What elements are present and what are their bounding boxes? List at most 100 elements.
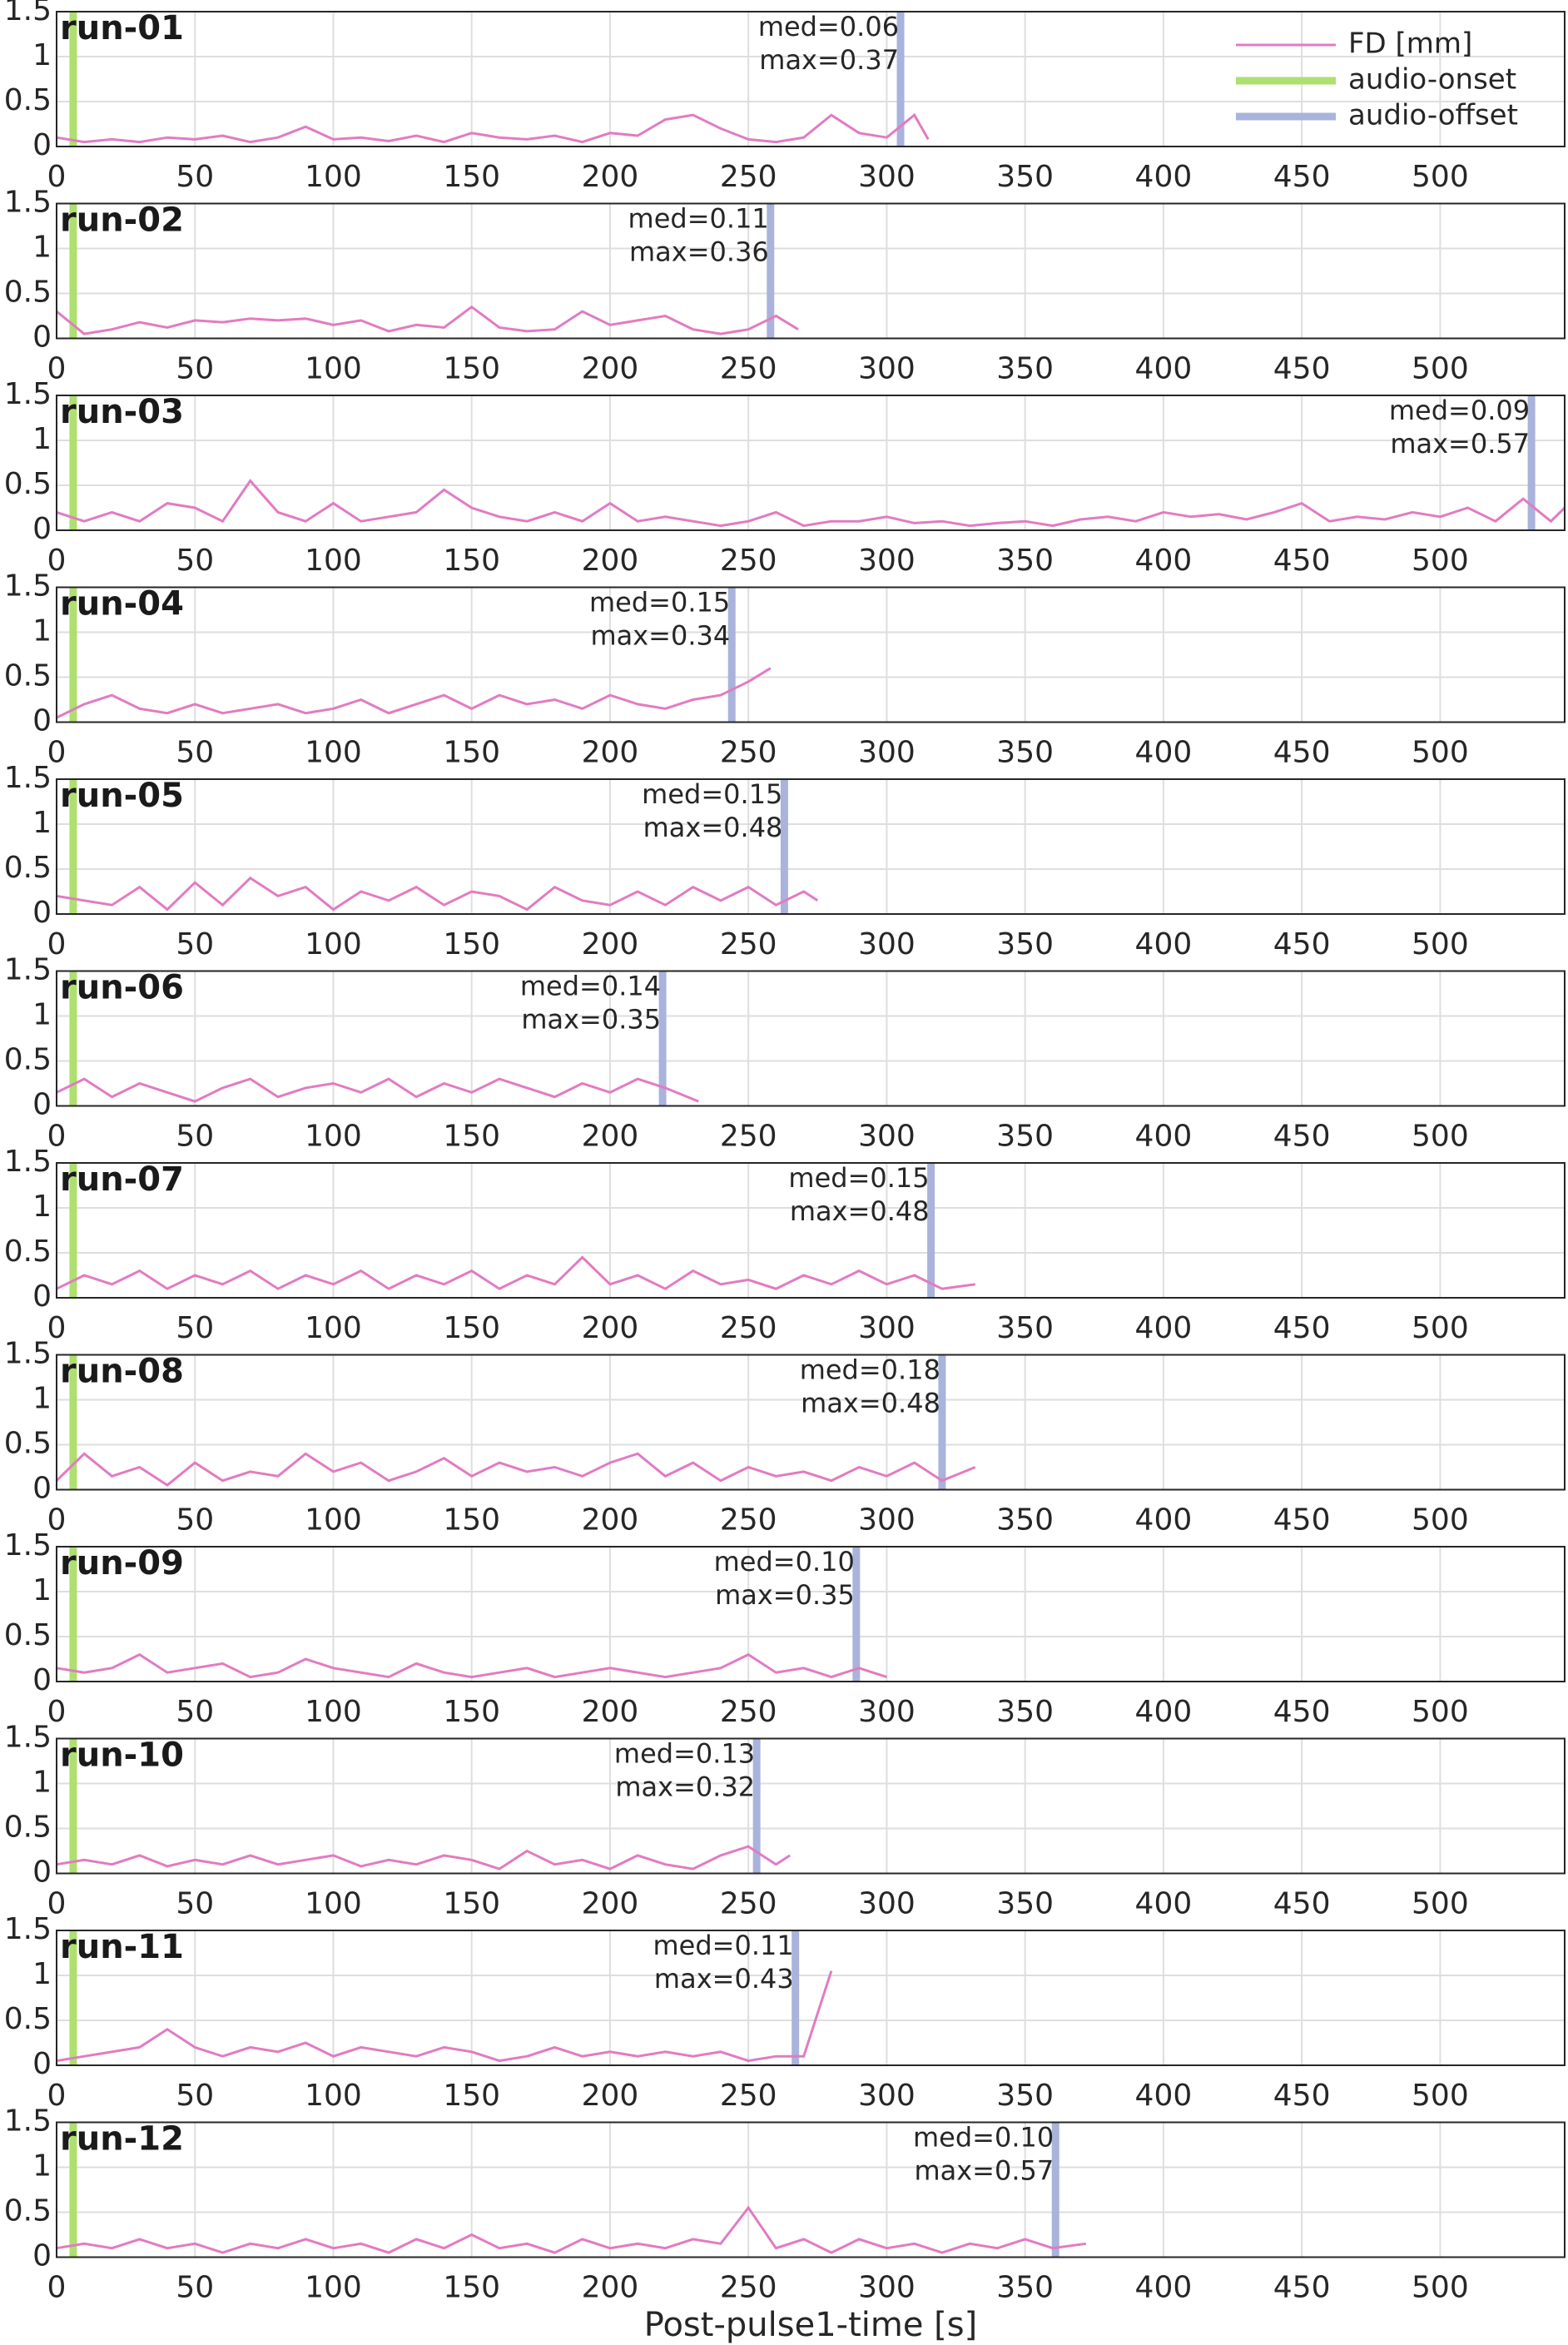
x-tick-label: 350 (996, 1503, 1054, 1538)
x-tick-label: 350 (996, 1120, 1054, 1154)
x-tick-label: 250 (720, 1503, 777, 1538)
x-tick-label: 300 (858, 352, 915, 386)
run-title: run-03 (60, 393, 184, 431)
x-tick-label: 400 (1135, 2079, 1193, 2113)
x-tick-label: 350 (996, 2079, 1054, 2113)
y-tick-label: 0 (32, 1472, 52, 1506)
x-tick-label: 400 (1135, 1311, 1193, 1345)
x-tick-label: 300 (858, 1887, 915, 1921)
y-tick-label: 1 (32, 1766, 52, 1800)
y-tick-label: 0 (32, 320, 52, 355)
y-tick-label: 1.5 (4, 1912, 52, 1946)
x-tick-label: 500 (1412, 2079, 1469, 2113)
x-tick-label: 100 (305, 544, 362, 578)
x-tick-label: 250 (720, 736, 777, 770)
y-tick-label: 1.5 (4, 186, 52, 220)
plot-frame (56, 1162, 1566, 1299)
x-tick-label: 250 (720, 352, 777, 386)
plot-area (57, 203, 1565, 339)
y-tick-label: 1 (32, 1957, 52, 1991)
y-tick-label: 0 (32, 1663, 52, 1697)
x-tick-label: 450 (1273, 927, 1331, 961)
annotation: med=0.10 (714, 1546, 855, 1577)
x-tick-label: 200 (582, 927, 639, 961)
annotation: max=0.37 (759, 44, 899, 76)
x-tick-label: 400 (1135, 1887, 1193, 1921)
x-tick-label: 450 (1273, 352, 1331, 386)
y-tick-label: 0.5 (4, 659, 52, 693)
annotation: med=0.10 (913, 2122, 1054, 2154)
y-tick-label: 0.5 (4, 2194, 52, 2228)
y-tick-label: 1 (32, 38, 52, 72)
plot-frame (56, 395, 1566, 531)
x-tick-label: 300 (858, 160, 915, 194)
x-tick-label: 100 (305, 352, 362, 386)
x-tick-label: 150 (443, 1311, 500, 1345)
x-tick-label: 0 (47, 1887, 67, 1921)
annotation: med=0.18 (800, 1354, 940, 1386)
fd-line (56, 1077, 699, 1103)
plot-area (57, 2122, 1565, 2258)
x-tick-label: 150 (443, 1503, 500, 1538)
x-tick-label: 300 (858, 1311, 915, 1345)
x-tick-label: 350 (996, 544, 1054, 578)
x-tick-label: 400 (1135, 1120, 1193, 1154)
y-tick-label: 1 (32, 1382, 52, 1416)
x-tick-label: 250 (720, 1695, 777, 1729)
fd-line (56, 1652, 887, 1679)
x-tick-label: 500 (1412, 1887, 1469, 1921)
annotation: max=0.43 (654, 1963, 794, 1995)
annotation: max=0.36 (629, 236, 769, 268)
plot-frame (56, 2121, 1566, 2258)
x-tick-label: 300 (858, 927, 915, 961)
annotation: med=0.11 (653, 1930, 793, 1961)
x-tick-label: 400 (1135, 736, 1193, 770)
x-tick-label: 100 (305, 927, 362, 961)
y-tick-label: 1 (32, 998, 52, 1032)
x-tick-label: 350 (996, 1311, 1054, 1345)
y-tick-label: 0 (32, 1856, 52, 1890)
plot-frame (56, 1546, 1566, 1682)
x-tick-label: 250 (720, 1887, 777, 1921)
fd-line (56, 112, 930, 144)
y-tick-label: 1.5 (4, 569, 52, 604)
y-tick-label: 0.5 (4, 1427, 52, 1461)
plot-area (57, 779, 1565, 914)
x-tick-label: 50 (176, 544, 214, 578)
x-tick-label: 250 (720, 160, 777, 194)
x-tick-label: 500 (1412, 1120, 1469, 1154)
fd-line (56, 1970, 833, 2063)
y-tick-label: 1 (32, 422, 52, 456)
fd-line (56, 876, 819, 912)
x-tick-label: 100 (305, 1695, 362, 1729)
x-tick-label: 400 (1135, 1503, 1193, 1538)
x-tick-label: 200 (582, 1887, 639, 1921)
x-tick-label: 500 (1412, 352, 1469, 386)
x-tick-label: 250 (720, 2079, 777, 2113)
x-tick-label: 50 (176, 736, 214, 770)
x-tick-label: 150 (443, 1120, 500, 1154)
y-tick-label: 0 (32, 2239, 52, 2273)
x-tick-label: 50 (176, 1120, 214, 1154)
run-title: run-08 (60, 1353, 184, 1391)
annotation: max=0.48 (801, 1388, 940, 1419)
x-tick-label: 150 (443, 1887, 500, 1921)
plot-area (57, 587, 1565, 723)
y-tick-label: 1 (32, 231, 52, 265)
x-tick-label: 150 (443, 736, 500, 770)
x-tick-label: 150 (443, 927, 500, 961)
x-tick-label: 100 (305, 1887, 362, 1921)
x-tick-label: 100 (305, 160, 362, 194)
x-tick-label: 450 (1273, 2271, 1331, 2305)
x-tick-label: 100 (305, 2271, 362, 2305)
x-tick-label: 450 (1273, 2079, 1331, 2113)
x-tick-label: 250 (720, 544, 777, 578)
x-tick-label: 150 (443, 160, 500, 194)
y-tick-label: 1 (32, 1573, 52, 1607)
x-tick-label: 200 (582, 1503, 639, 1538)
x-tick-label: 500 (1412, 736, 1469, 770)
x-tick-label: 150 (443, 352, 500, 386)
run-title: run-10 (60, 1736, 184, 1775)
annotation: med=0.15 (642, 778, 782, 810)
